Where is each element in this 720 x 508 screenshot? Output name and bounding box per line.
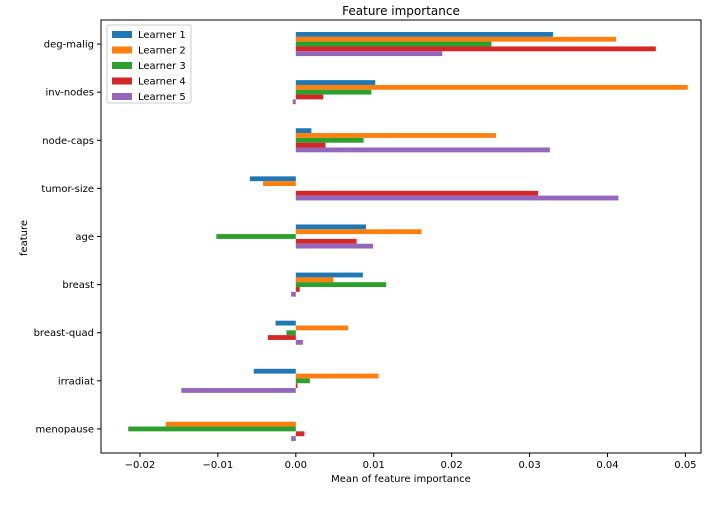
bars-layer xyxy=(128,32,687,441)
x-tick-label: 0.01 xyxy=(363,460,385,471)
bar-menopause-series-5 xyxy=(291,436,296,441)
bar-menopause-series-4 xyxy=(296,431,305,436)
bar-breast-quad-series-3 xyxy=(286,330,295,335)
bar-deg-malig-series-4 xyxy=(296,46,656,51)
bar-irradiat-series-1 xyxy=(254,369,296,374)
bar-tumor-size-series-2 xyxy=(263,181,296,186)
bar-irradiat-series-2 xyxy=(296,374,379,379)
legend-label-4: Learner 4 xyxy=(138,77,186,88)
x-tick-label: 0.03 xyxy=(518,460,540,471)
x-tick-label: 0.00 xyxy=(285,460,307,471)
bar-age-series-4 xyxy=(296,239,357,244)
bar-node-caps-series-1 xyxy=(296,128,312,133)
y-tick-label-breast-quad: breast-quad xyxy=(34,328,94,339)
bar-breast-series-5 xyxy=(291,292,296,297)
x-tick-label: 0.02 xyxy=(441,460,463,471)
legend-label-5: Learner 5 xyxy=(138,92,186,103)
x-tick-label: 0.04 xyxy=(596,460,618,471)
y-tick-label-tumor-size: tumor-size xyxy=(41,184,94,195)
bar-tumor-size-series-4 xyxy=(296,191,538,196)
x-tick-label: 0.05 xyxy=(674,460,696,471)
bar-breast-series-1 xyxy=(296,273,363,278)
bar-inv-nodes-series-3 xyxy=(296,90,372,95)
legend-swatch-5 xyxy=(112,93,132,100)
bar-tumor-size-series-1 xyxy=(250,176,296,181)
y-tick-label-age: age xyxy=(75,232,94,243)
bar-age-series-2 xyxy=(296,229,421,234)
y-tick-label-node-caps: node-caps xyxy=(42,136,94,147)
bar-breast-series-4 xyxy=(296,287,300,292)
bar-inv-nodes-series-2 xyxy=(296,85,688,90)
legend-swatch-4 xyxy=(112,78,132,85)
bar-irradiat-series-4 xyxy=(296,383,298,388)
chart-title: Feature importance xyxy=(342,4,460,18)
y-tick-label-breast: breast xyxy=(62,280,94,291)
legend-label-2: Learner 2 xyxy=(138,46,186,57)
bar-inv-nodes-series-4 xyxy=(296,95,323,100)
legend-swatch-1 xyxy=(112,31,132,38)
x-axis-label: Mean of feature importance xyxy=(331,474,471,485)
bar-breast-quad-series-1 xyxy=(276,321,296,326)
bar-inv-nodes-series-5 xyxy=(293,99,296,104)
bar-breast-series-2 xyxy=(296,277,333,282)
bar-irradiat-series-5 xyxy=(181,388,296,393)
bar-age-series-5 xyxy=(296,244,373,249)
legend-swatch-2 xyxy=(112,47,132,54)
bar-breast-quad-series-5 xyxy=(296,340,303,345)
bar-deg-malig-series-3 xyxy=(296,42,492,47)
bar-breast-series-3 xyxy=(296,282,386,287)
bar-irradiat-series-3 xyxy=(296,378,310,383)
bar-age-series-1 xyxy=(296,224,366,229)
bar-breast-quad-series-4 xyxy=(268,335,296,340)
bar-breast-quad-series-2 xyxy=(296,326,348,331)
legend-swatch-3 xyxy=(112,62,132,69)
legend-label-3: Learner 3 xyxy=(138,61,186,72)
bar-deg-malig-series-5 xyxy=(296,51,442,56)
bar-inv-nodes-series-1 xyxy=(296,80,375,85)
bar-deg-malig-series-2 xyxy=(296,37,616,42)
bar-menopause-series-3 xyxy=(128,427,296,432)
legend-label-1: Learner 1 xyxy=(138,30,186,41)
y-tick-label-inv-nodes: inv-nodes xyxy=(45,88,94,99)
bar-node-caps-series-3 xyxy=(296,138,364,143)
bar-tumor-size-series-5 xyxy=(296,196,619,201)
y-tick-label-deg-malig: deg-malig xyxy=(44,40,94,51)
y-tick-label-menopause: menopause xyxy=(35,424,94,435)
bar-node-caps-series-5 xyxy=(296,147,550,152)
y-tick-label-irradiat: irradiat xyxy=(58,376,94,387)
bar-age-series-3 xyxy=(216,234,295,239)
bar-node-caps-series-2 xyxy=(296,133,496,138)
bar-node-caps-series-4 xyxy=(296,143,326,148)
x-tick-label: −0.02 xyxy=(125,460,156,471)
y-axis-label: feature xyxy=(19,220,30,256)
legend: Learner 1 Learner 2 Learner 3 Learner 4 Lear… xyxy=(107,25,191,103)
bar-menopause-series-2 xyxy=(166,422,296,427)
x-tick-label: −0.01 xyxy=(203,460,234,471)
bar-deg-malig-series-1 xyxy=(296,32,553,37)
